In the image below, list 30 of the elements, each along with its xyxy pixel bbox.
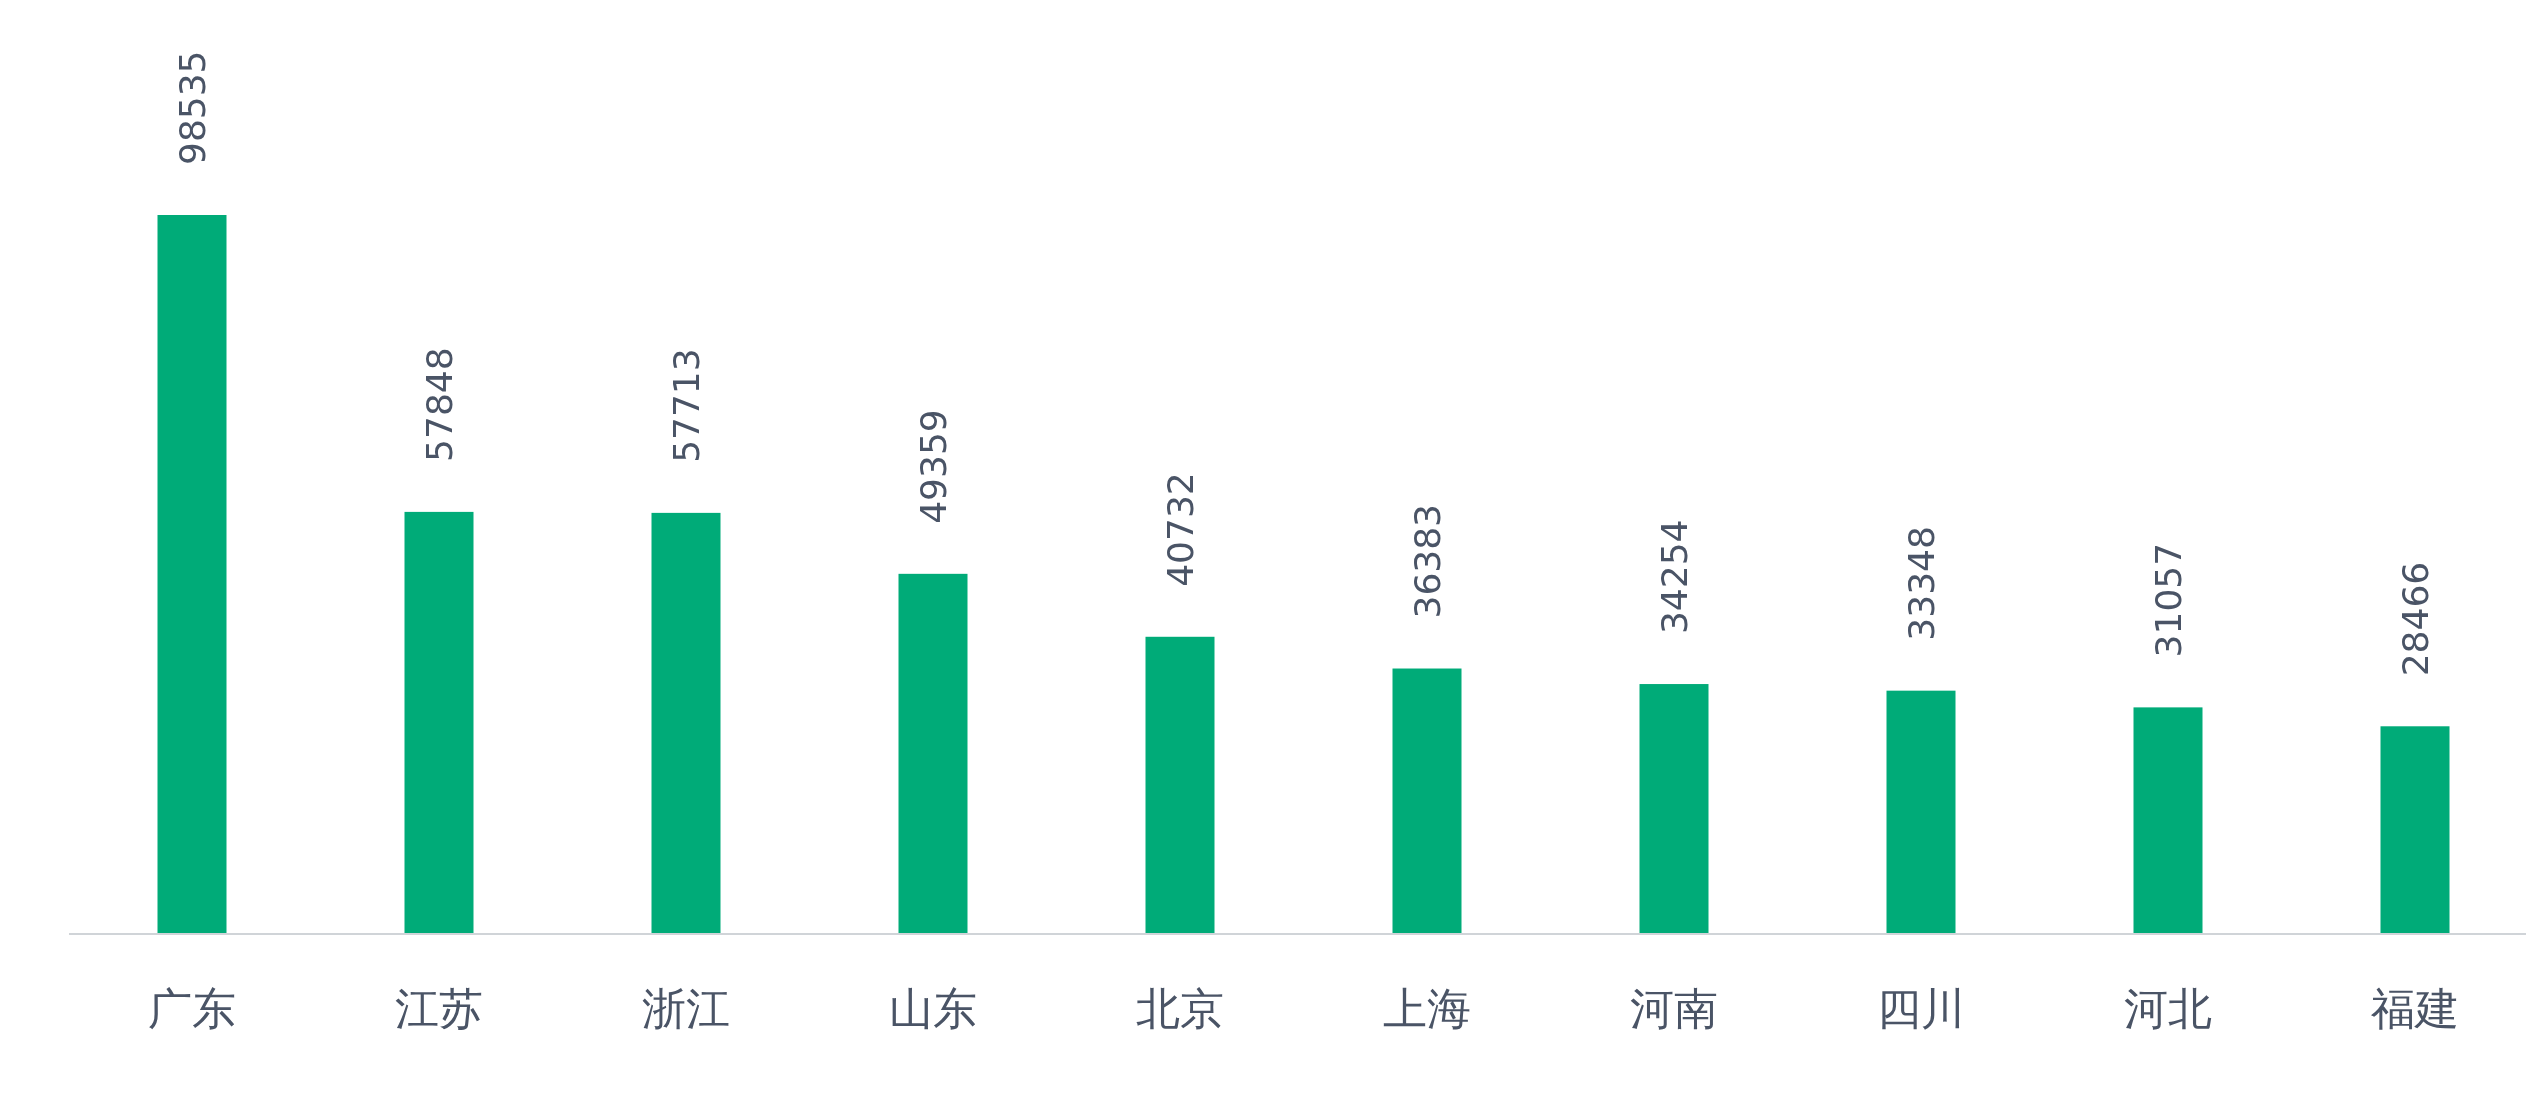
data-label: 40732 — [1160, 472, 1201, 587]
bar — [2380, 726, 2450, 934]
data-label: 31057 — [2148, 542, 2189, 658]
data-label: 36383 — [1407, 503, 1448, 619]
x-tick-label: 山东 — [889, 983, 977, 1034]
x-tick-label: 河南 — [1630, 983, 1718, 1034]
bar — [404, 511, 474, 934]
x-tick-label: 河北 — [2124, 983, 2212, 1034]
x-tick-label: 福建 — [2371, 983, 2459, 1034]
x-tick-label: 广东 — [148, 983, 236, 1034]
data-label: 98535 — [172, 50, 213, 165]
bar — [651, 512, 721, 934]
data-label: 34254 — [1654, 519, 1695, 635]
bar — [1392, 668, 1462, 934]
x-tick-label: 四川 — [1877, 983, 1965, 1034]
bar — [1639, 684, 1709, 934]
bar — [1886, 690, 1956, 934]
data-label: 28466 — [2395, 561, 2436, 677]
x-tick-label: 北京 — [1136, 983, 1224, 1034]
bar — [1145, 636, 1215, 934]
data-label: 57848 — [419, 347, 460, 462]
data-label: 57713 — [666, 348, 707, 463]
x-tick-label: 浙江 — [642, 983, 730, 1034]
data-label: 33348 — [1901, 526, 1942, 641]
bar — [2133, 707, 2203, 934]
x-tick-label: 江苏 — [395, 983, 483, 1034]
x-tick-label: 上海 — [1383, 983, 1471, 1034]
bar — [898, 573, 968, 934]
data-label: 49359 — [913, 409, 954, 524]
bar — [157, 215, 227, 934]
